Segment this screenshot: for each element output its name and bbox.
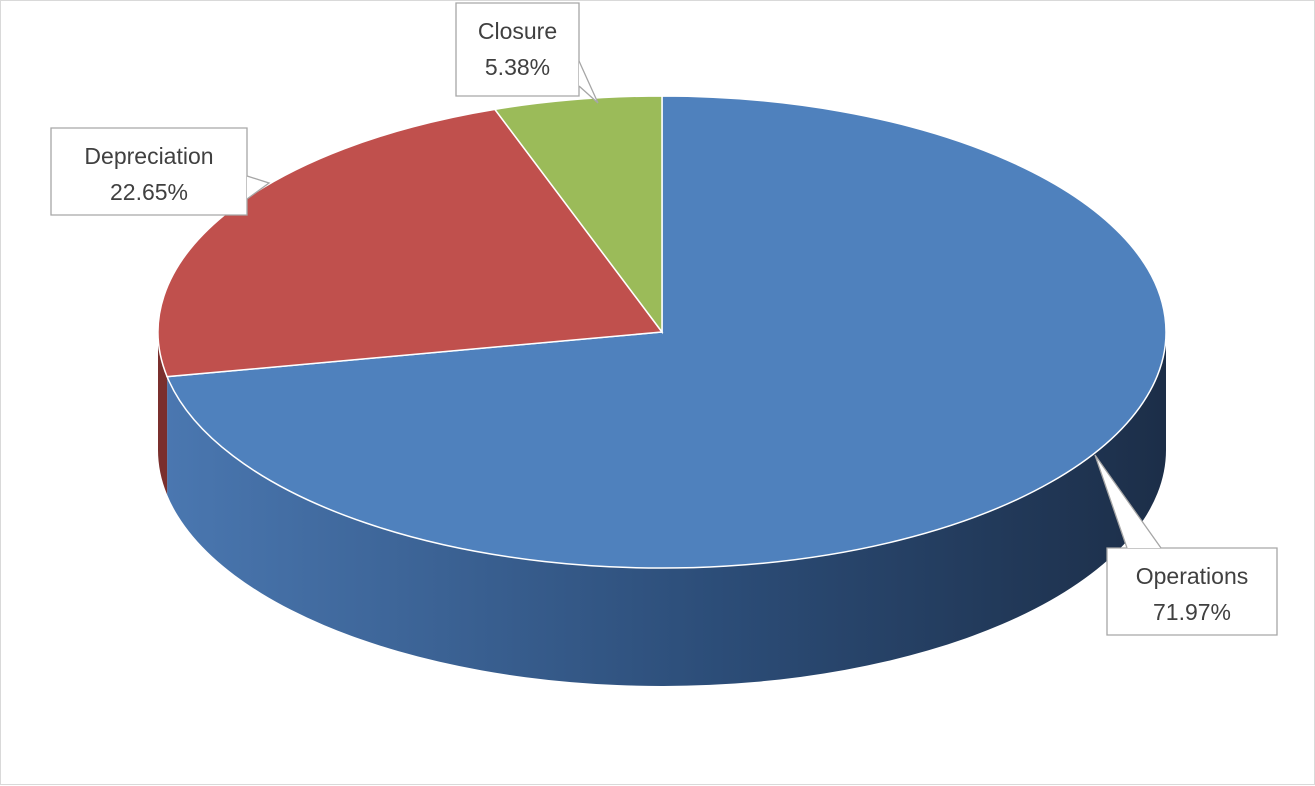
callout-box-closure [455,2,580,97]
category-label-depreciation: Depreciation [84,143,213,169]
percent-label-closure: 5.38% [485,54,550,80]
callout-pointer-closure [578,60,599,104]
pie-slice-operations [166,95,1167,569]
percent-label-operations: 71.97% [1153,599,1231,625]
callout-pointer-operations [1094,454,1162,549]
category-label-closure: Closure [478,18,557,44]
data-label-closure: Closure 5.38% [455,2,599,104]
data-label-operations: Operations 71.97% [1094,454,1278,636]
pie-side-operations [167,332,1166,687]
data-label-depreciation: Depreciation 22.65% [50,127,271,216]
category-label-operations: Operations [1136,563,1249,589]
pie-slice-closure [493,95,663,335]
callout-box-operations [1106,547,1278,636]
percent-label-depreciation: 22.65% [110,179,188,205]
callout-box-depreciation [50,127,248,216]
callout-pointer-depreciation [246,175,271,200]
